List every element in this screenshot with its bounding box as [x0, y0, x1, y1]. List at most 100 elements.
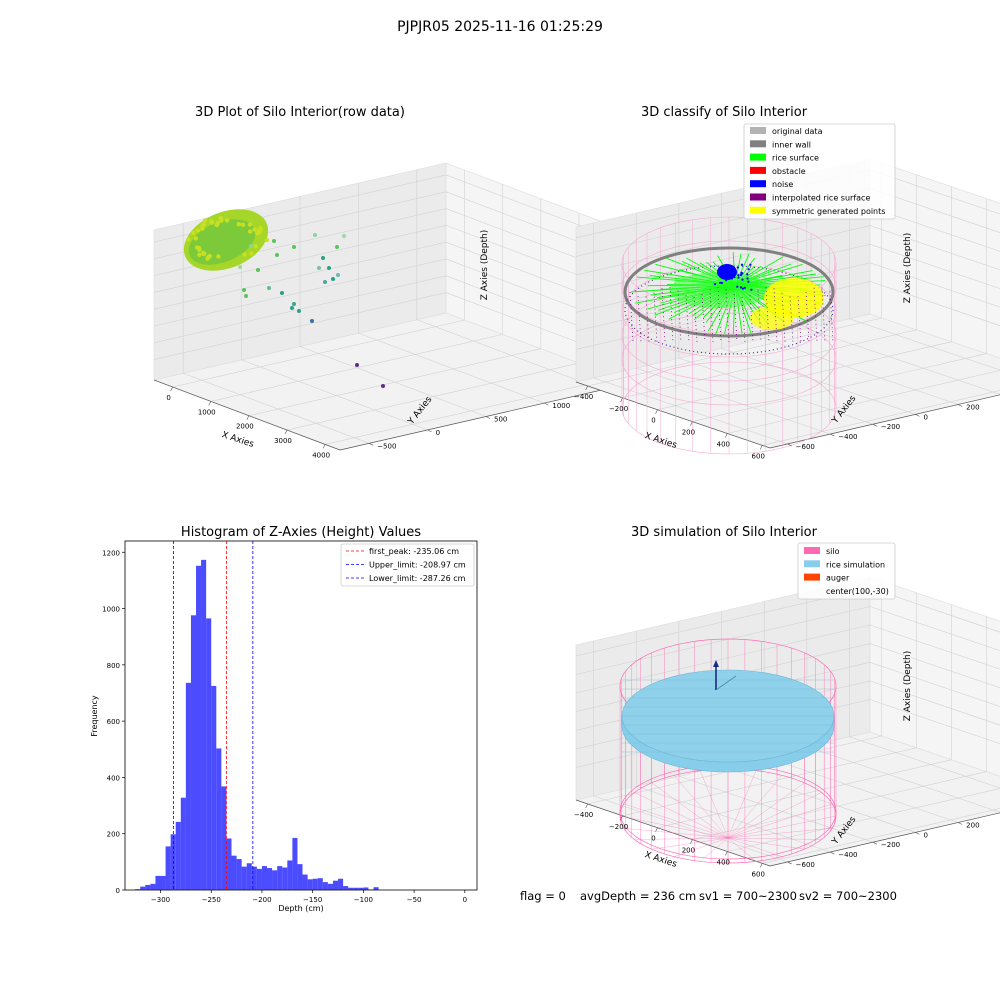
histogram-bar — [135, 889, 141, 890]
y-tick-mark — [872, 423, 878, 427]
y-tick-mark — [830, 851, 835, 855]
legend-label: symmetric generated points — [772, 207, 885, 216]
outlier-point — [297, 309, 301, 313]
status-footer: flag = 0 avgDepth = 236 cm sv1 = 700~230… — [520, 889, 897, 903]
grid-line — [763, 183, 959, 405]
x-tick-mark — [585, 803, 588, 809]
outlier-point — [336, 273, 340, 277]
y-tick-label: 200 — [966, 821, 979, 829]
x-axis-line — [575, 381, 771, 449]
legend-swatch — [804, 547, 820, 554]
x-tick-mark — [284, 429, 288, 435]
grid-line — [153, 241, 633, 313]
interpolated-surface-line — [725, 289, 730, 343]
noise-point — [718, 271, 722, 274]
histogram-bar — [327, 883, 333, 890]
histogram-bar — [322, 882, 328, 890]
silo-cone-line — [727, 837, 822, 840]
x-tick-mark — [690, 421, 693, 426]
footer-avg-depth: avgDepth = 236 cm — [580, 889, 696, 903]
y-tick-label: 0 — [116, 887, 120, 895]
x-tick-mark — [585, 385, 588, 391]
histogram-bar — [226, 838, 232, 890]
outlier-point — [272, 239, 276, 243]
grid-line — [299, 196, 487, 417]
legend-label: original data — [772, 127, 823, 136]
legend-swatch — [750, 153, 766, 161]
legend-label: first_peak: -235.06 cm — [369, 547, 459, 556]
interpolated-surface-line — [677, 290, 682, 343]
x-tick-label: 600 — [752, 452, 765, 460]
grid-line — [692, 198, 987, 422]
silo-cone-line — [727, 837, 783, 857]
y-tick-label: 0 — [436, 429, 440, 437]
surface-point — [247, 222, 253, 227]
histogram-ticks: −300 −250 −200 −150 −100 −50 0 0 200 400 600 800 100… — [102, 549, 467, 904]
histogram-bar — [211, 685, 217, 890]
x-tick-label: 4000 — [312, 451, 330, 459]
grid-line — [762, 390, 1000, 446]
histogram-bar — [231, 855, 237, 890]
histogram-bar — [277, 866, 283, 890]
legend-swatch — [804, 573, 820, 581]
x-tick-label: −50 — [407, 896, 422, 904]
outlier-point — [267, 286, 271, 290]
panel2-legend: original data inner wall rice surface obsta… — [743, 123, 896, 220]
x-tick-mark — [759, 445, 763, 450]
x-tick-mark — [725, 433, 728, 438]
histogram-bar — [165, 846, 171, 891]
surface-point — [248, 229, 253, 234]
interpolated-surface-line — [629, 291, 634, 343]
noise-point — [739, 286, 743, 289]
outlier-point — [327, 266, 331, 270]
surface-point — [252, 227, 257, 232]
x-tick-mark — [170, 386, 173, 392]
panel2-title: 3D classify of Silo Interior — [641, 105, 808, 120]
histogram-bar — [221, 786, 227, 890]
grid-line — [153, 275, 633, 347]
x-tick-mark — [208, 401, 211, 406]
surface-point — [197, 252, 202, 257]
outlier-point — [342, 234, 346, 238]
legend-label: Lower_limit: -287.26 cm — [369, 574, 466, 583]
histogram-bar — [338, 878, 344, 890]
grid-line — [153, 258, 633, 330]
noise-point — [743, 286, 747, 289]
y-tick-label: 500 — [494, 416, 507, 424]
silo-cone-line — [634, 837, 729, 840]
grid-line — [635, 631, 831, 853]
x-tick-label: −400 — [574, 811, 593, 819]
silo-cone-line — [727, 837, 805, 850]
legend-label: interpolated rice surface — [772, 194, 870, 203]
histogram-bar — [190, 615, 197, 890]
silo-cone-line — [619, 815, 729, 839]
noise-point — [750, 288, 753, 291]
y-tick-label: 1200 — [102, 549, 120, 557]
histogram-bar — [261, 866, 268, 890]
noise-cluster — [717, 264, 737, 280]
symmetric-points — [750, 306, 794, 330]
surface-point — [200, 223, 205, 228]
surface-point — [215, 221, 220, 226]
grid-line — [692, 616, 987, 840]
surface-point — [264, 237, 270, 243]
outlier-point — [355, 363, 359, 367]
figure-suptitle: PJPJR05 2025-11-16 01:25:29 — [397, 19, 603, 35]
x-tick-label: 2000 — [236, 423, 254, 431]
panel4-title: 3D simulation of Silo Interior — [631, 525, 818, 540]
histogram-bar — [348, 887, 354, 890]
noise-point — [741, 272, 744, 275]
outlier-point — [323, 280, 327, 284]
surface-point — [209, 220, 215, 225]
surface-point — [236, 222, 241, 227]
outlier-point — [290, 306, 294, 310]
legend-swatch — [750, 180, 766, 188]
surface-point — [258, 226, 263, 231]
legend-swatch — [750, 127, 766, 134]
grid-line — [416, 169, 603, 390]
histogram-bar — [373, 887, 379, 890]
panel2-xlabel: X Axies — [643, 431, 678, 451]
histogram-bar — [185, 682, 191, 890]
histogram-bar — [201, 559, 207, 890]
noise-point — [737, 274, 740, 277]
